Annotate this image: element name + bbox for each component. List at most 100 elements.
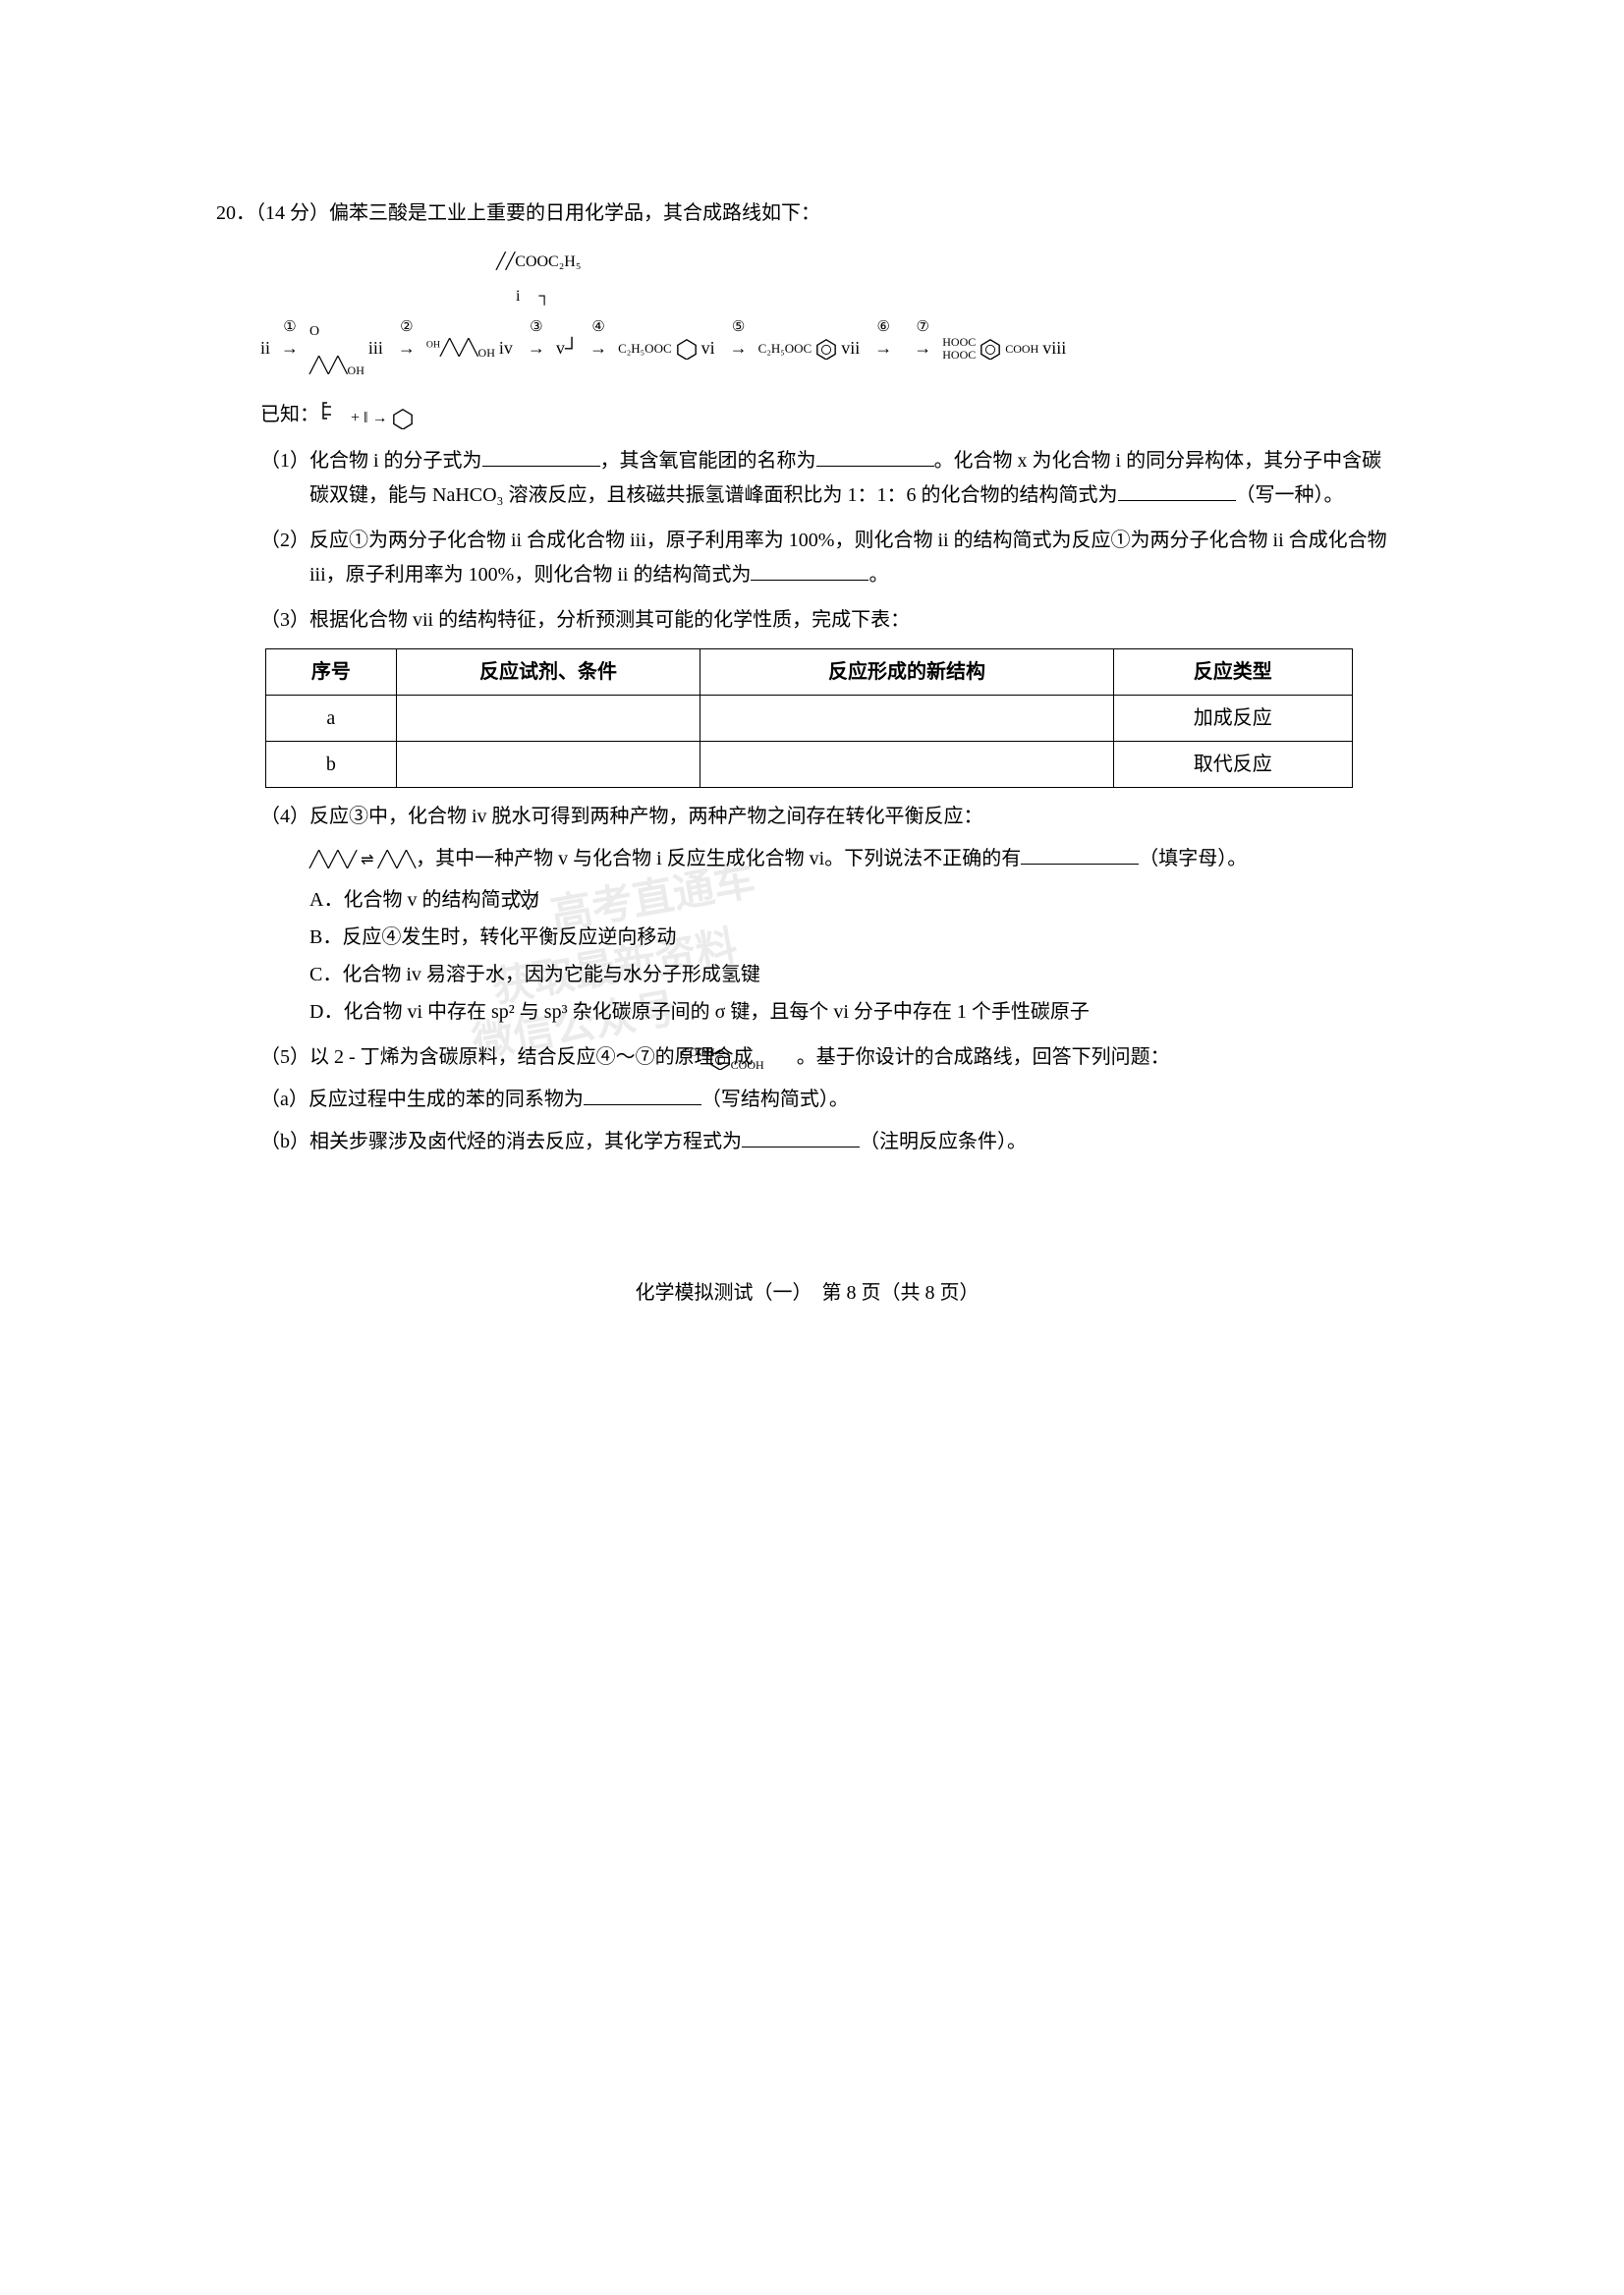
properties-table-wrapper: 序号 反应试剂、条件 反应形成的新结构 反应类型 a 加成反应 b 取代反应 xyxy=(265,648,1398,788)
sub5-a: （a）反应过程中生成的苯的同系物为（写结构简式）。 xyxy=(309,1082,1398,1116)
sub5b-num: （b） xyxy=(260,1131,309,1152)
cell-a-seq: a xyxy=(266,696,397,742)
cell-b-seq: b xyxy=(266,742,397,788)
benzene-icon-2 xyxy=(980,338,1001,360)
equilibrium-scheme: ╱╲╱╲╱ ⇌ ╱╲╱╲，其中一种产物 v 与化合物 i 反应生成化合物 vi。… xyxy=(309,841,1398,875)
page-footer: 化学模拟测试（一） 第 8 页（共 8 页） xyxy=(216,1276,1398,1310)
compound-v-label: v xyxy=(556,329,565,368)
bracket-diene-icon xyxy=(319,399,347,422)
sub3-num: （3） xyxy=(260,609,309,631)
compound-i-struct: ╱╱COOC₂H₅ xyxy=(496,253,581,270)
th-type: 反应类型 xyxy=(1113,649,1352,696)
blank-5b xyxy=(742,1124,860,1148)
option-a: A．化合物 v 的结构简式为 ╱╲╱ xyxy=(309,883,1398,917)
cell-b-type: 取代反应 xyxy=(1113,742,1352,788)
sub-question-1: （1）化合物 i 的分子式为，其含氧官能团的名称为。化合物 x 为化合物 i 的… xyxy=(260,443,1398,512)
question-header: 20．（14 分）偏苯三酸是工业上重要的日用化学品，其合成路线如下： xyxy=(216,196,1398,230)
cell-a-type: 加成反应 xyxy=(1113,696,1352,742)
question-points: （14 分） xyxy=(255,202,329,224)
compound-iii-label: iii xyxy=(368,329,383,368)
cyclohexene-icon xyxy=(676,338,698,360)
arrow-step3: ③→ xyxy=(517,329,556,368)
th-seq: 序号 xyxy=(266,649,397,696)
sub5b-text: 相关步骤涉及卤代烃的消去反应，其化学方程式为 xyxy=(309,1131,742,1152)
sub5-text-b: 。基于你设计的合成路线，回答下列问题： xyxy=(797,1046,1170,1068)
blank-2 xyxy=(751,557,868,581)
compound-iv-label: iv xyxy=(499,329,513,368)
blank-1b xyxy=(816,443,934,467)
sub-question-3: （3）根据化合物 vii 的结构特征，分析预测其可能的化学性质，完成下表： xyxy=(260,603,1398,637)
option-d: D．化合物 vi 中存在 sp² 与 sp³ 杂化碳原子间的 σ 键，且每个 v… xyxy=(309,995,1398,1029)
option-b: B．反应④发生时，转化平衡反应逆向移动 xyxy=(309,921,1398,954)
option-d-letter: D． xyxy=(309,1001,343,1023)
option-c: C．化合物 iv 易溶于水，因为它能与水分子形成氢键 xyxy=(309,958,1398,991)
blank-1c xyxy=(1118,477,1236,501)
sub1-text-b: ，其含氧官能团的名称为 xyxy=(600,450,816,472)
option-c-text: 化合物 iv 易溶于水，因为它能与水分子形成氢键 xyxy=(342,964,760,985)
table-row: b 取代反应 xyxy=(266,742,1353,788)
option-a-text: 化合物 v 的结构简式为 ╱╲╱ xyxy=(343,889,544,911)
arrow-step4: ④→ xyxy=(579,329,618,368)
sub5-b: （b）相关步骤涉及卤代烃的消去反应，其化学方程式为（注明反应条件）。 xyxy=(309,1124,1398,1158)
blank-1a xyxy=(482,443,600,467)
sub5b-tail: （注明反应条件）。 xyxy=(860,1131,1027,1152)
compound-viii-struct: HOOCHOOC COOH xyxy=(942,331,1038,365)
option-d-text: 化合物 vi 中存在 sp² 与 sp³ 杂化碳原子间的 σ 键，且每个 vi … xyxy=(343,1001,1089,1023)
option-a-letter: A． xyxy=(309,889,343,911)
cell-b-structure xyxy=(700,742,1113,788)
blank-4 xyxy=(1021,841,1139,865)
equilibrium-formula: ╱╲╱╲╱ ⇌ ╱╲╱╲ xyxy=(309,847,416,873)
arrow-step2: ②→ xyxy=(387,329,426,368)
known-formula: + ‖ → xyxy=(319,399,414,431)
compound-ii: ii xyxy=(260,329,270,368)
option-b-text: 反应④发生时，转化平衡反应逆向移动 xyxy=(342,926,676,948)
arrow-step1: ①→ xyxy=(270,329,309,368)
compound-vii-label: vii xyxy=(841,329,860,368)
option-b-letter: B． xyxy=(309,926,342,948)
option-c-letter: C． xyxy=(309,964,342,985)
sub4-text-c: （填字母）。 xyxy=(1139,848,1247,869)
sub4-num: （4） xyxy=(260,806,309,827)
cell-b-reagent xyxy=(396,742,700,788)
benzene-icon xyxy=(815,338,837,360)
sub2-text-b: 。 xyxy=(868,564,888,586)
sub2-num: （2） xyxy=(260,530,309,551)
sub-question-2: （2）反应①为两分子化合物 ii 合成化合物 iii，原子利用率为 100%，则… xyxy=(260,524,1398,591)
compound-iv-struct: OH╱╲╱╲OH xyxy=(426,331,495,366)
option-list: A．化合物 v 的结构简式为 ╱╲╱ B．反应④发生时，转化平衡反应逆向移动 C… xyxy=(309,883,1398,1029)
compound-viii-label: viii xyxy=(1042,329,1066,368)
compound-i-label: i xyxy=(516,288,520,305)
arrow-step5: ⑤→ xyxy=(719,329,758,368)
th-structure: 反应形成的新结构 xyxy=(700,649,1113,696)
blank-5a xyxy=(584,1082,701,1105)
sub5a-num: （a） xyxy=(260,1089,308,1110)
compound-iii-struct: O╱╲╱╲OH xyxy=(309,313,364,383)
known-label: 已知： xyxy=(260,398,319,431)
compound-vii-struct: C₂H₅OOC xyxy=(758,331,838,365)
sub-question-5: （5）以 2 - 丁烯为含碳原料，结合反应④～⑦的原理合成 COOHCOOH 。… xyxy=(260,1040,1398,1158)
question-stem: 偏苯三酸是工业上重要的日用化学品，其合成路线如下： xyxy=(329,202,820,224)
sub3-text: 根据化合物 vii 的结构特征，分析预测其可能的化学性质，完成下表： xyxy=(309,609,910,631)
properties-table: 序号 反应试剂、条件 反应形成的新结构 反应类型 a 加成反应 b 取代反应 xyxy=(265,648,1353,788)
sub5a-text: 反应过程中生成的苯的同系物为 xyxy=(308,1089,584,1110)
sub1-text-a: 化合物 i 的分子式为 xyxy=(309,450,482,472)
known-info: 已知： + ‖ → xyxy=(260,398,1398,431)
arrow-step7: ⑦→ xyxy=(903,329,942,368)
reaction-main-line: ii ①→ O╱╲╱╲OH iii ②→ OH╱╲╱╲OH iv ③→ v ┘ … xyxy=(260,313,1398,383)
sub1-num: （1） xyxy=(260,450,309,472)
reaction-scheme: ╱╱COOC₂H₅ i ┐ ii ①→ O╱╲╱╲OH iii ②→ OH╱╲╱… xyxy=(260,245,1398,383)
cell-a-structure xyxy=(700,696,1113,742)
sub-question-4: （4）反应③中，化合物 iv 脱水可得到两种产物，两种产物之间存在转化平衡反应：… xyxy=(260,800,1398,1029)
table-header-row: 序号 反应试剂、条件 反应形成的新结构 反应类型 xyxy=(266,649,1353,696)
table-row: a 加成反应 xyxy=(266,696,1353,742)
cyclohexene-result-icon xyxy=(392,408,414,429)
sub2-text-a: 反应①为两分子化合物 ii 合成化合物 iii，原子利用率为 100%，则化合物… xyxy=(309,530,1072,551)
th-reagent: 反应试剂、条件 xyxy=(396,649,700,696)
sub1-text-d: （写一种）。 xyxy=(1236,484,1344,506)
arrow-step6: ⑥→ xyxy=(864,329,903,368)
compound-vi-label: vi xyxy=(701,329,715,368)
cell-a-reagent xyxy=(396,696,700,742)
compound-i-block: ╱╱COOC₂H₅ i ┐ xyxy=(496,245,1398,313)
sub5-num: （5） xyxy=(260,1046,309,1068)
target-compound: COOHCOOH xyxy=(758,1045,792,1073)
